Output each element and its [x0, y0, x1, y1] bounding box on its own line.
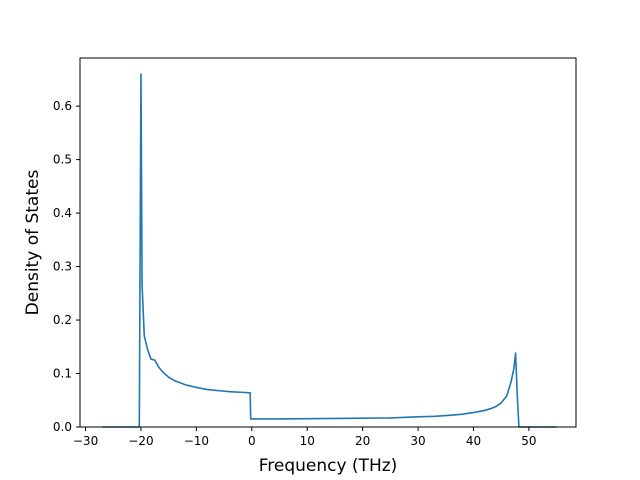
y-axis-label: Density of States: [23, 170, 43, 316]
y-tick-label: 0.4: [53, 206, 72, 220]
x-tick-label: 50: [521, 434, 536, 448]
x-tick-label: 40: [466, 434, 481, 448]
y-tick-label: 0.3: [53, 260, 72, 274]
x-tick-label: −30: [73, 434, 98, 448]
ticks-layer: −30 −20 −10 0 10 20 30 40 50 0.0 0.1 0.2 0.3 0.4 0.5 0.…: [53, 99, 537, 448]
y-tick-label: 0.5: [53, 153, 72, 167]
y-tick-label: 0.6: [53, 99, 72, 113]
y-tick-label: 0.2: [53, 313, 72, 327]
series-line-0: [102, 73, 557, 428]
x-tick-label: −20: [128, 434, 153, 448]
plot-layer: [102, 73, 557, 428]
x-tick-label: 0: [248, 434, 256, 448]
x-tick-label: 30: [410, 434, 425, 448]
x-tick-label: 20: [355, 434, 370, 448]
x-tick-label: −10: [184, 434, 209, 448]
plot-frame: [79, 57, 577, 428]
x-axis-label: Frequency (THz): [259, 456, 398, 476]
y-tick-label: 0.0: [53, 420, 72, 434]
x-tick-label: 10: [300, 434, 315, 448]
y-tick-label: 0.1: [53, 367, 72, 381]
